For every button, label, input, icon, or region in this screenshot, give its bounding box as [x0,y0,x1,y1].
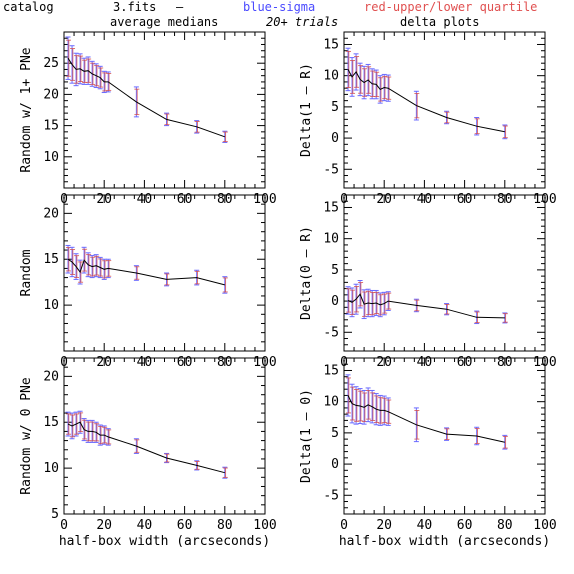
header-dash: – [176,0,184,14]
y-tick-label: 10 [323,395,339,410]
y-tick-label: 15 [323,363,339,378]
y-tick-label: 0 [331,457,339,472]
y-tick-label: 0 [331,294,339,309]
y-tick-label: 25 [43,56,59,71]
header: catalog average medians 3.fits – blue-si… [3,0,537,29]
y-tick-label: 5 [331,426,339,441]
y-tick-label: 10 [43,461,59,476]
median-line [67,421,225,474]
x-axis-label: half-box width (arcseconds) [339,534,550,549]
x-tick-label: 100 [533,518,556,533]
y-axis-label: Delta(1 – R) [299,63,314,157]
x-tick-label: 40 [417,518,433,533]
y-axis-label: Delta(0 – R) [299,226,314,320]
y-tick-label: 10 [323,232,339,247]
y-tick-label: 20 [43,87,59,102]
y-tick-label: 10 [43,150,59,165]
x-tick-label: 0 [60,518,68,533]
y-tick-label: 5 [51,507,59,522]
header-catalog: catalog [3,0,54,14]
median-line [347,69,505,133]
x-tick-label: 100 [253,518,276,533]
header-col1: average medians [110,15,218,29]
y-tick-label: 20 [43,369,59,384]
x-tick-label: 20 [96,518,112,533]
plot-frame [343,357,546,515]
y-axis-label: Delta(1 – 0) [299,389,314,483]
y-tick-label: 15 [43,415,59,430]
plot-frame [343,194,546,352]
plot-frame [63,31,266,189]
header-trials: 20+ trials [266,15,338,29]
header-fits: 3.fits [113,0,156,14]
y-tick-label: 20 [43,206,59,221]
x-tick-label: 60 [177,518,193,533]
y-tick-label: 10 [323,69,339,84]
plot-frame [63,357,266,515]
panel-5: 0 20 40 60 80 100 5 10 15 20 Random w/ 0 PNe half-b… [19,357,277,549]
y-tick-label: 15 [43,119,59,134]
x-tick-label: 60 [457,518,473,533]
x-tick-label: 20 [376,518,392,533]
panel-3: 020406080100101520Random [19,194,277,370]
y-tick-label: 0 [331,131,339,146]
x-axis-label: half-box width (arcseconds) [59,534,270,549]
median-line [67,57,225,138]
y-tick-label: 5 [331,263,339,278]
y-axis-label: Random [19,249,34,296]
y-axis-label: Random w/ 1+ PNe [19,47,34,172]
median-line [67,258,225,286]
header-col2: delta plots [400,15,479,29]
median-line [347,395,505,443]
y-tick-label: -5 [323,162,339,177]
x-tick-label: 80 [217,518,233,533]
x-tick-label: 40 [137,518,153,533]
plot-frame [343,31,546,189]
y-axis-label: Random w/ 0 PNe [19,377,34,495]
y-tick-label: 10 [43,298,59,313]
y-tick-label: 15 [323,37,339,52]
x-tick-label: 80 [497,518,513,533]
y-tick-label: -5 [323,325,339,340]
panel-1: 02040608010010152025Random w/ 1+ PNe [19,31,277,207]
y-tick-label: 15 [43,252,59,267]
median-line [347,293,505,319]
y-tick-label: -5 [323,488,339,503]
header-red-quartile: red-upper/lower quartile [364,0,537,14]
x-tick-label: 0 [340,518,348,533]
header-blue-sigma: blue-sigma [243,0,315,14]
y-tick-label: 5 [331,100,339,115]
y-tick-label: 15 [323,200,339,215]
